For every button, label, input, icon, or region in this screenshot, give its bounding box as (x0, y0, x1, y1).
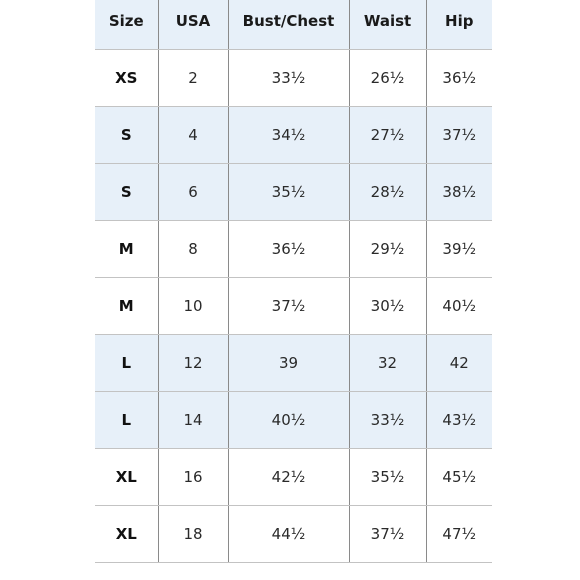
size-cell: XL (95, 505, 159, 563)
waist-cell: 26½ (349, 49, 427, 107)
size-cell: M (95, 220, 159, 278)
table-row: S 4 34½ 27½ 37½ (95, 106, 492, 164)
size-cell: S (95, 106, 159, 164)
hip-cell: 37½ (426, 106, 492, 164)
size-chart-table: Size USA Bust/Chest Waist Hip XS 2 33½ 2… (95, 0, 492, 563)
usa-cell: 2 (158, 49, 229, 107)
bust-cell: 36½ (228, 220, 350, 278)
bust-cell: 40½ (228, 391, 350, 449)
usa-cell: 12 (158, 334, 229, 392)
waist-cell: 33½ (349, 391, 427, 449)
table-row: XL 18 44½ 37½ 47½ (95, 505, 492, 563)
bust-cell: 37½ (228, 277, 350, 335)
size-cell: L (95, 391, 159, 449)
waist-cell: 32 (349, 334, 427, 392)
header-size: Size (95, 0, 159, 50)
hip-cell: 39½ (426, 220, 492, 278)
usa-cell: 10 (158, 277, 229, 335)
usa-cell: 6 (158, 163, 229, 221)
waist-cell: 30½ (349, 277, 427, 335)
waist-cell: 28½ (349, 163, 427, 221)
hip-cell: 47½ (426, 505, 492, 563)
usa-cell: 8 (158, 220, 229, 278)
header-row: Size USA Bust/Chest Waist Hip (95, 0, 492, 50)
header-hip: Hip (426, 0, 492, 50)
waist-cell: 37½ (349, 505, 427, 563)
usa-cell: 18 (158, 505, 229, 563)
bust-cell: 34½ (228, 106, 350, 164)
size-cell: L (95, 334, 159, 392)
table-row: XL 16 42½ 35½ 45½ (95, 448, 492, 506)
bust-cell: 39 (228, 334, 350, 392)
table-row: M 8 36½ 29½ 39½ (95, 220, 492, 278)
bust-cell: 33½ (228, 49, 350, 107)
table-row: S 6 35½ 28½ 38½ (95, 163, 492, 221)
table-row: XS 2 33½ 26½ 36½ (95, 49, 492, 107)
size-cell: S (95, 163, 159, 221)
bust-cell: 35½ (228, 163, 350, 221)
header-bust-chest: Bust/Chest (228, 0, 350, 50)
hip-cell: 38½ (426, 163, 492, 221)
size-cell: XS (95, 49, 159, 107)
hip-cell: 42 (426, 334, 492, 392)
bust-cell: 44½ (228, 505, 350, 563)
waist-cell: 29½ (349, 220, 427, 278)
usa-cell: 4 (158, 106, 229, 164)
hip-cell: 36½ (426, 49, 492, 107)
hip-cell: 43½ (426, 391, 492, 449)
table-row: L 12 39 32 42 (95, 334, 492, 392)
waist-cell: 35½ (349, 448, 427, 506)
size-cell: XL (95, 448, 159, 506)
size-cell: M (95, 277, 159, 335)
table-row: M 10 37½ 30½ 40½ (95, 277, 492, 335)
hip-cell: 40½ (426, 277, 492, 335)
header-usa: USA (158, 0, 229, 50)
table-row: L 14 40½ 33½ 43½ (95, 391, 492, 449)
header-waist: Waist (349, 0, 427, 50)
hip-cell: 45½ (426, 448, 492, 506)
bust-cell: 42½ (228, 448, 350, 506)
waist-cell: 27½ (349, 106, 427, 164)
usa-cell: 16 (158, 448, 229, 506)
usa-cell: 14 (158, 391, 229, 449)
